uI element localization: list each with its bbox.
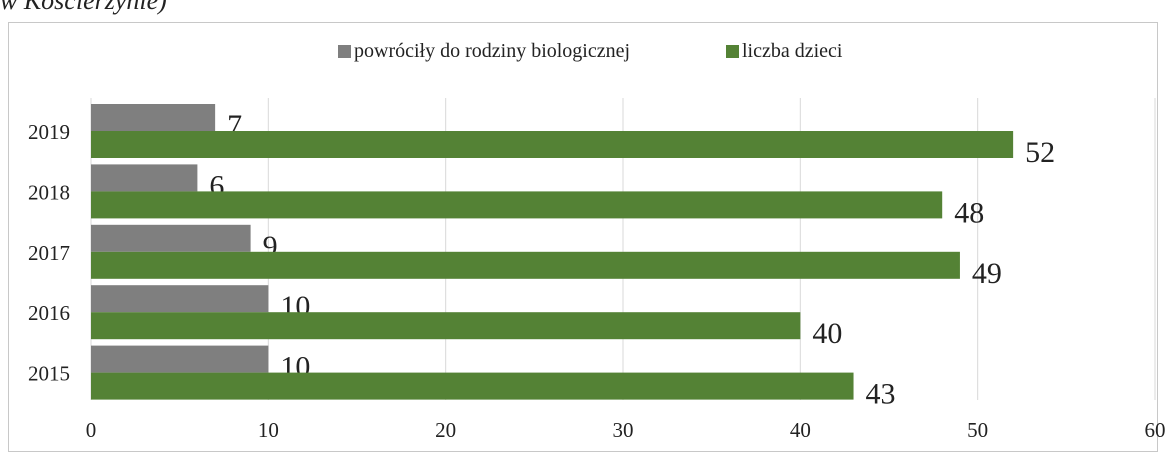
legend-label-returned: powróciły do rodziny biologicznej (354, 40, 631, 62)
legend-swatch-returned (338, 45, 351, 58)
bar-returned-2017 (91, 224, 251, 252)
x-tick-label-10: 10 (258, 418, 279, 441)
x-tick-label-60: 60 (1145, 418, 1166, 441)
figure-caption: w Koscierzynie) (0, 0, 167, 15)
y-tick-label-2018: 2018 (28, 180, 70, 204)
bar-returned-2018 (91, 164, 198, 192)
bar-children-2019 (91, 131, 1014, 158)
x-tick-label-20: 20 (435, 418, 456, 441)
bar-returned-2019 (91, 104, 216, 131)
y-tick-label-2017: 2017 (28, 241, 70, 265)
bar-returned-2015 (91, 345, 269, 373)
data-label-children-2018: 48 (954, 196, 984, 229)
x-tick-label-0: 0 (86, 418, 97, 441)
data-label-children-2019: 52 (1025, 136, 1055, 169)
legend-swatch-children (726, 45, 739, 58)
y-tick-label-2019: 2019 (28, 120, 70, 144)
legend-label-children: liczba dzieci (742, 40, 843, 62)
legend-item-returned: powróciły do rodziny biologicznej (338, 40, 630, 63)
data-label-children-2016: 40 (812, 317, 842, 350)
bar-children-2016 (91, 312, 801, 340)
bar-children-2017 (91, 251, 960, 279)
bar-returned-2016 (91, 285, 269, 313)
x-tick-label-30: 30 (613, 418, 634, 441)
chart-legend: powróciły do rodziny biologicznej liczba… (0, 40, 1167, 68)
y-tick-label-2016: 2016 (28, 301, 70, 325)
legend-item-children: liczba dzieci (726, 40, 843, 63)
x-tick-label-40: 40 (790, 418, 811, 441)
bar-children-2018 (91, 191, 943, 219)
data-label-children-2017: 49 (972, 257, 1002, 290)
data-label-children-2015: 43 (866, 378, 896, 411)
y-tick-label-2015: 2015 (28, 362, 70, 386)
bar-children-2015 (91, 372, 854, 400)
x-tick-label-50: 50 (967, 418, 988, 441)
